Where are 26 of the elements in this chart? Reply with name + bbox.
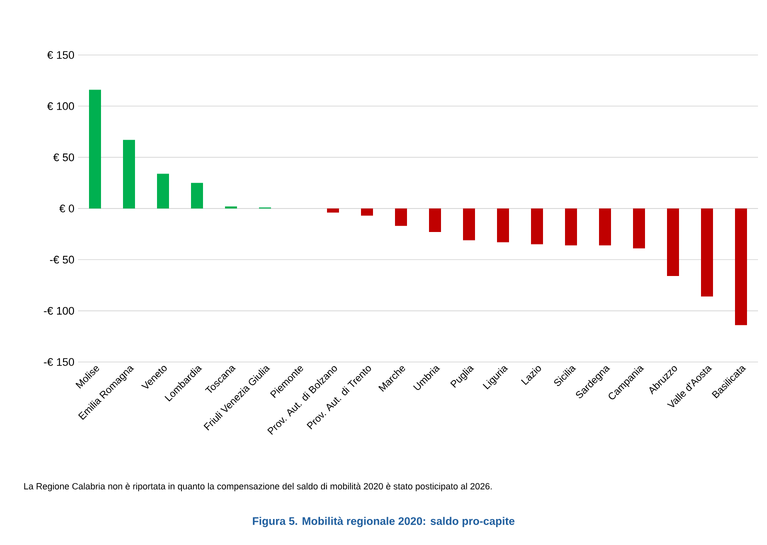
bar bbox=[429, 208, 442, 232]
y-tick-label: € 50 bbox=[53, 153, 74, 162]
bar bbox=[89, 90, 102, 208]
bar bbox=[633, 208, 646, 248]
y-tick-label: -€ 100 bbox=[44, 306, 74, 315]
bar bbox=[191, 182, 204, 208]
y-tick-label: € 100 bbox=[47, 102, 74, 110]
bar bbox=[735, 208, 748, 326]
bar bbox=[327, 208, 340, 213]
bar bbox=[395, 208, 408, 226]
bar bbox=[123, 140, 136, 208]
bar bbox=[667, 208, 680, 276]
bar bbox=[531, 208, 544, 244]
bar bbox=[599, 208, 612, 246]
bar bbox=[497, 208, 510, 242]
bar bbox=[463, 208, 476, 240]
bar bbox=[701, 208, 714, 296]
text: Figura 5. Mobilità regionale 2020: saldo pro-capite bbox=[252, 516, 514, 528]
y-tick-label: € 150 bbox=[47, 51, 74, 59]
bar bbox=[361, 208, 374, 216]
text: La Regione Calabria non è riportata in quanto la compensazione del saldo di mobilità 2020 è stato posticipato al 2026. bbox=[24, 482, 492, 492]
y-tick-label: -€ 150 bbox=[44, 358, 74, 366]
bar bbox=[157, 174, 170, 208]
y-tick-label: -€ 50 bbox=[50, 256, 74, 264]
bar bbox=[565, 208, 578, 246]
y-tick-label: € 0 bbox=[59, 204, 74, 212]
